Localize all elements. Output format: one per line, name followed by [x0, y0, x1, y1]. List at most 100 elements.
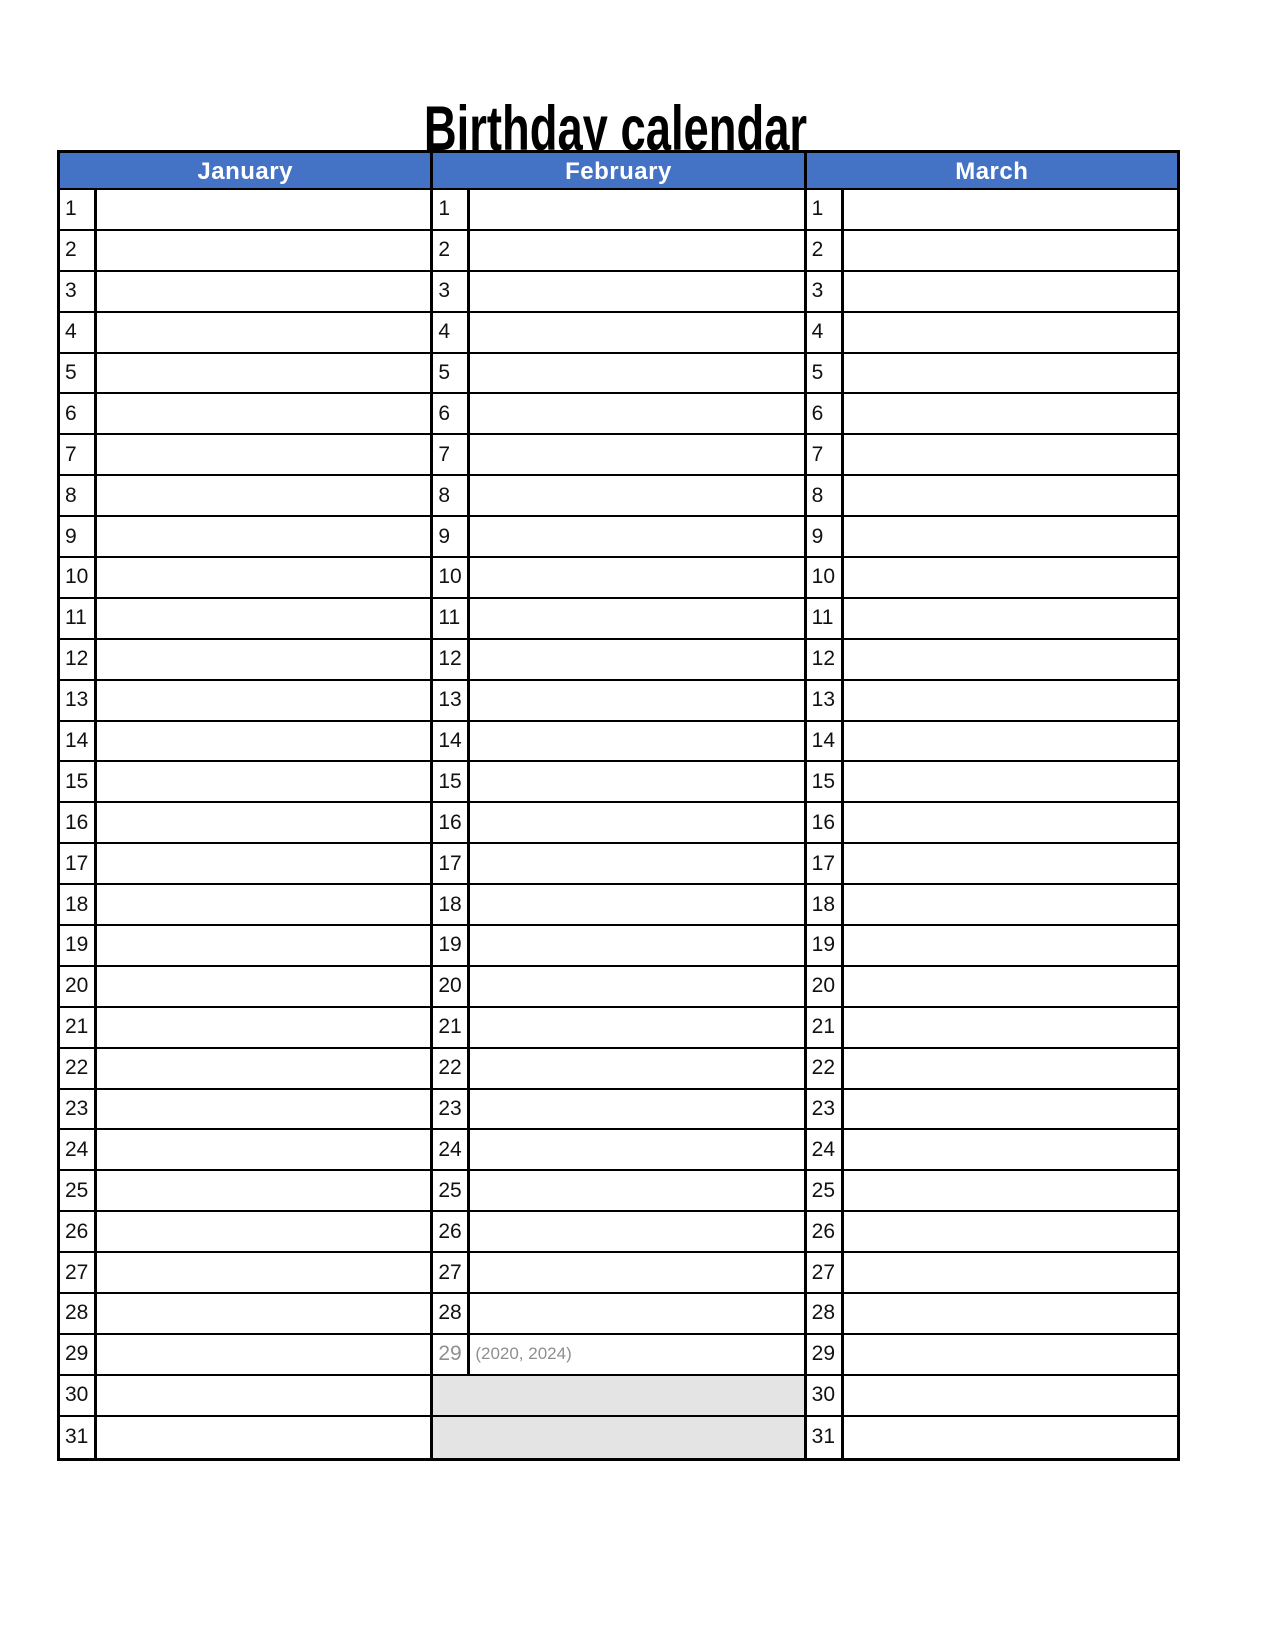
- birthday-entry-cell[interactable]: [470, 762, 803, 801]
- birthday-entry-cell[interactable]: [470, 1049, 803, 1088]
- birthday-entry-cell[interactable]: [97, 435, 430, 474]
- birthday-entry-cell[interactable]: [97, 1171, 430, 1210]
- birthday-entry-cell[interactable]: [844, 640, 1177, 679]
- birthday-entry-cell[interactable]: [97, 313, 430, 352]
- birthday-entry-cell[interactable]: [470, 435, 803, 474]
- birthday-entry-cell[interactable]: [844, 1417, 1177, 1458]
- birthday-entry-cell[interactable]: [97, 231, 430, 270]
- birthday-entry-cell[interactable]: [844, 1212, 1177, 1251]
- birthday-entry-cell[interactable]: [470, 558, 803, 597]
- birthday-entry-cell[interactable]: [97, 967, 430, 1006]
- birthday-entry-cell[interactable]: [97, 762, 430, 801]
- birthday-entry-cell[interactable]: [470, 1171, 803, 1210]
- birthday-entry-cell[interactable]: [97, 599, 430, 638]
- day-number: 1: [807, 190, 844, 229]
- birthday-entry-cell[interactable]: [844, 354, 1177, 393]
- birthday-entry-cell[interactable]: [470, 926, 803, 965]
- birthday-entry-cell[interactable]: [844, 762, 1177, 801]
- birthday-entry-cell[interactable]: [844, 885, 1177, 924]
- birthday-entry-cell[interactable]: [470, 844, 803, 883]
- day-row: 27: [433, 1253, 804, 1295]
- birthday-entry-cell[interactable]: [844, 1376, 1177, 1415]
- birthday-entry-cell[interactable]: [97, 640, 430, 679]
- day-number: 15: [433, 762, 471, 802]
- birthday-entry-cell[interactable]: [844, 926, 1177, 965]
- birthday-entry-cell[interactable]: [470, 517, 803, 556]
- birthday-entry-cell[interactable]: [470, 190, 803, 229]
- birthday-entry-cell[interactable]: [844, 722, 1177, 761]
- day-row: 17: [60, 844, 431, 886]
- birthday-entry-cell[interactable]: [97, 1212, 430, 1251]
- birthday-entry-cell[interactable]: [470, 640, 803, 679]
- birthday-entry-cell[interactable]: [470, 1253, 803, 1292]
- birthday-entry-cell[interactable]: [844, 558, 1177, 597]
- birthday-entry-cell[interactable]: [844, 231, 1177, 270]
- day-number: 17: [807, 844, 844, 884]
- birthday-entry-cell[interactable]: (2020, 2024): [475, 1344, 572, 1364]
- birthday-entry-cell[interactable]: [97, 272, 430, 311]
- birthday-entry-cell[interactable]: [97, 517, 430, 556]
- birthday-entry-cell[interactable]: [844, 313, 1177, 352]
- birthday-entry-cell[interactable]: [844, 1294, 1177, 1333]
- birthday-entry-cell[interactable]: [844, 1049, 1177, 1088]
- birthday-entry-cell[interactable]: [470, 722, 803, 761]
- birthday-entry-cell[interactable]: [97, 926, 430, 965]
- birthday-entry-cell[interactable]: [470, 1130, 803, 1169]
- day-number: 9: [807, 517, 844, 557]
- birthday-entry-cell[interactable]: [97, 1253, 430, 1292]
- birthday-entry-cell[interactable]: [97, 394, 430, 433]
- birthday-entry-cell[interactable]: [97, 803, 430, 842]
- birthday-entry-cell[interactable]: [97, 1417, 430, 1458]
- birthday-entry-cell[interactable]: [844, 1171, 1177, 1210]
- birthday-entry-cell[interactable]: [470, 885, 803, 924]
- birthday-entry-cell[interactable]: [844, 967, 1177, 1006]
- birthday-entry-cell[interactable]: [97, 558, 430, 597]
- birthday-entry-cell[interactable]: [97, 476, 430, 515]
- birthday-entry-cell[interactable]: [844, 1335, 1177, 1374]
- birthday-entry-cell[interactable]: [97, 1049, 430, 1088]
- birthday-entry-cell[interactable]: [844, 1090, 1177, 1129]
- birthday-entry-cell[interactable]: [844, 190, 1177, 229]
- birthday-entry-cell[interactable]: [97, 885, 430, 924]
- birthday-entry-cell[interactable]: [844, 681, 1177, 720]
- birthday-entry-cell[interactable]: [844, 844, 1177, 883]
- birthday-entry-cell[interactable]: [844, 476, 1177, 515]
- birthday-entry-cell[interactable]: [97, 1294, 430, 1333]
- day-number: 28: [60, 1294, 97, 1333]
- birthday-entry-cell[interactable]: [470, 476, 803, 515]
- birthday-entry-cell[interactable]: [470, 803, 803, 842]
- birthday-entry-cell[interactable]: [97, 1008, 430, 1047]
- birthday-entry-cell[interactable]: [844, 435, 1177, 474]
- birthday-entry-cell[interactable]: [844, 599, 1177, 638]
- birthday-entry-cell[interactable]: [97, 1376, 430, 1415]
- birthday-entry-cell[interactable]: [844, 394, 1177, 433]
- birthday-entry-cell[interactable]: [470, 1212, 803, 1251]
- birthday-entry-cell[interactable]: [97, 354, 430, 393]
- birthday-entry-cell[interactable]: [844, 1130, 1177, 1169]
- birthday-entry-cell[interactable]: [470, 1008, 803, 1047]
- birthday-entry-cell[interactable]: [470, 231, 803, 270]
- birthday-entry-cell[interactable]: [470, 394, 803, 433]
- birthday-entry-cell[interactable]: [844, 517, 1177, 556]
- birthday-entry-cell[interactable]: [844, 272, 1177, 311]
- day-number: 24: [807, 1130, 844, 1170]
- birthday-entry-cell[interactable]: [97, 844, 430, 883]
- birthday-entry-cell[interactable]: [470, 1294, 803, 1333]
- birthday-entry-cell[interactable]: [97, 1090, 430, 1129]
- birthday-entry-cell[interactable]: [97, 722, 430, 761]
- birthday-entry-cell[interactable]: [470, 354, 803, 393]
- birthday-entry-cell[interactable]: [844, 803, 1177, 842]
- birthday-entry-cell[interactable]: [470, 681, 803, 720]
- birthday-entry-cell[interactable]: [470, 967, 803, 1006]
- birthday-entry-cell[interactable]: [97, 1130, 430, 1169]
- birthday-entry-cell[interactable]: [470, 1090, 803, 1129]
- birthday-entry-cell[interactable]: [844, 1253, 1177, 1292]
- birthday-entry-cell[interactable]: [97, 1335, 430, 1374]
- birthday-entry-cell[interactable]: [470, 272, 803, 311]
- birthday-entry-cell[interactable]: [844, 1008, 1177, 1047]
- birthday-entry-cell[interactable]: [97, 681, 430, 720]
- birthday-entry-cell[interactable]: [470, 599, 803, 638]
- birthday-entry-cell[interactable]: [97, 190, 430, 229]
- day-row: 3: [806, 271, 1177, 313]
- birthday-entry-cell[interactable]: [470, 313, 803, 352]
